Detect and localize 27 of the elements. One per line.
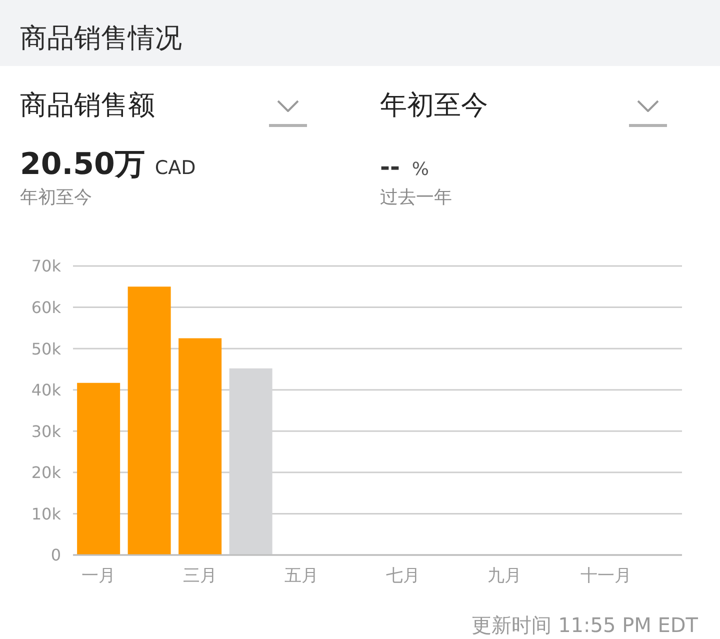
y-tick-label: 0: [50, 546, 61, 565]
y-tick-label: 50k: [31, 339, 62, 358]
text: 年初至今: [380, 90, 488, 121]
bar: [128, 286, 171, 555]
y-tick-label: 60k: [31, 298, 62, 317]
text: 更新时间 11:55 PM EDT: [472, 613, 698, 637]
text: 过去一年: [380, 187, 452, 208]
text: --: [380, 152, 400, 183]
bar: [77, 382, 120, 555]
x-tick-label: 三月: [182, 566, 217, 586]
y-tick-label: 20k: [31, 463, 62, 482]
y-tick-label: 10k: [31, 504, 62, 524]
x-tick-label: 七月: [386, 566, 420, 586]
text: 20.50万: [20, 146, 145, 184]
bar: [178, 338, 222, 555]
y-tick-label: 30k: [31, 422, 62, 441]
x-tick-label: 十一月: [580, 566, 632, 586]
text: CAD: [154, 156, 196, 181]
x-tick-label: 一月: [81, 566, 116, 586]
x-tick-label: 九月: [487, 566, 522, 586]
chart-title: 商品销售情况: [20, 23, 182, 54]
x-tick-label: 五月: [284, 566, 318, 586]
y-tick-label: 40k: [31, 380, 62, 400]
text: 商品销售额: [20, 90, 155, 121]
text: 年初至今: [20, 187, 92, 208]
y-tick-label: 70k: [31, 256, 62, 276]
text: %: [412, 158, 430, 182]
